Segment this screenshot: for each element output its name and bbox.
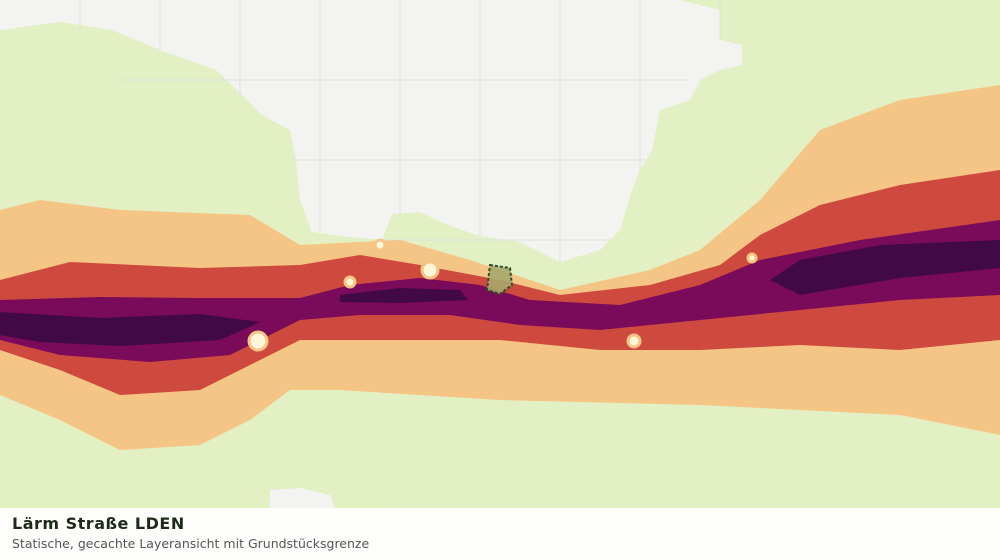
map-subtitle: Statische, gecachte Layeransicht mit Gru… <box>12 536 369 551</box>
noise-band-70 <box>340 288 468 303</box>
caption-panel <box>0 508 1000 560</box>
noise-band-70 <box>0 312 260 346</box>
map-title: Lärm Straße LDEN <box>12 514 185 533</box>
grid <box>79 0 721 262</box>
parcel-boundary[interactable] <box>485 263 514 296</box>
urban-area <box>270 488 335 508</box>
noise-band-70 <box>770 240 1000 295</box>
urban-area <box>0 0 742 262</box>
base-map <box>0 0 742 508</box>
quiet-spots <box>247 238 758 352</box>
